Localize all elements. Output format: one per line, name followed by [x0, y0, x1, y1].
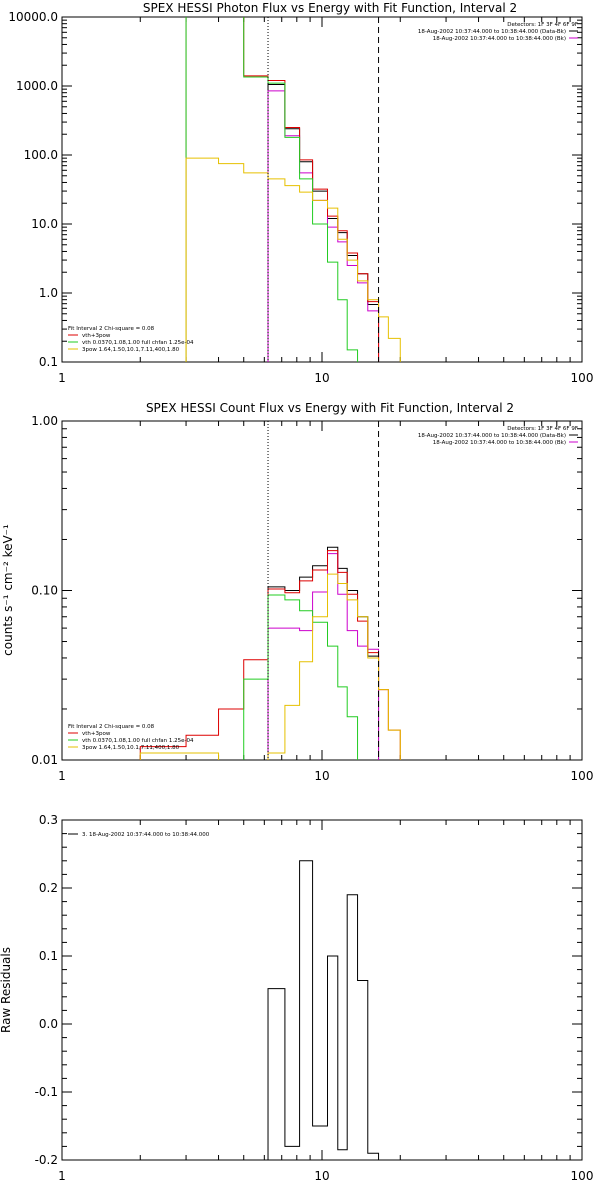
x-tick-label: 1 — [58, 1169, 66, 1183]
detectors-text: Detectors: 1F 3F 4F 6F 9F — [507, 22, 578, 28]
series-3pow — [139, 573, 401, 760]
y-tick-label: -0.1 — [35, 1085, 58, 1099]
y-tick-label: 100.0 — [24, 148, 58, 162]
count-flux-title: SPEX HESSI Count Flux vs Energy with Fit… — [146, 401, 514, 415]
time-interval-text: 18-Aug-2002 10:37:44.000 to 10:38:44.000… — [433, 440, 566, 446]
legend-entry-label: 3. 18-Aug-2002 10:37:44.000 to 10:38:44.… — [82, 832, 210, 838]
series-3-18-aug-2002-10-37-44-000-to-10-38-44-000 — [267, 860, 380, 1160]
series-vth-3pow — [185, 17, 380, 362]
x-tick-label: 1 — [58, 371, 66, 385]
series-vth — [243, 594, 359, 760]
photon-flux-title: SPEX HESSI Photon Flux vs Energy with Fi… — [143, 1, 517, 15]
series-bk — [267, 90, 380, 362]
count-flux-y-axis-label: counts s⁻¹ cm⁻² keV⁻¹ — [1, 524, 15, 656]
panel-2: 1 10 100 0.01 0.10 1.00 Fit Interval 2 Chi-squ… — [31, 414, 594, 783]
legend-entry-label: 3pow 1.64,1.50,10.1,7.11,400,1.80 — [82, 347, 180, 353]
legend-entry-label: vth 0.0370,1.08,1.00 full chfan 1.25e-04 — [82, 738, 194, 744]
x-tick-label: 10 — [314, 1169, 329, 1183]
y-tick-label: 1.0 — [39, 286, 58, 300]
y-tick-label: 10000.0 — [8, 10, 58, 24]
residuals-y-axis-label: Raw Residuals — [0, 947, 13, 1033]
x-tick-label: 10 — [314, 371, 329, 385]
y-tick-label: 0.2 — [39, 881, 58, 895]
series-3pow — [185, 157, 401, 362]
panel-1: 1 10 100 0.1 1.0 10.0 100.0 1000.0 10000.0 Fit In… — [8, 10, 593, 385]
series-vth-3pow — [139, 550, 401, 760]
x-tick-label: 100 — [571, 1169, 594, 1183]
detectors-text: Detectors: 1F 3F 4F 6F 9F — [507, 426, 578, 432]
x-tick-label: 10 — [314, 769, 329, 783]
x-tick-label: 100 — [571, 371, 594, 385]
y-tick-label: -0.2 — [35, 1153, 58, 1167]
fit-info-text: Fit Interval 2 Chi-square = 0.08 — [68, 724, 155, 730]
plot-frame — [61, 819, 583, 1161]
y-tick-label: 0.1 — [39, 949, 58, 963]
y-tick-label: 0.10 — [31, 584, 58, 598]
x-tick-label: 100 — [571, 769, 594, 783]
series-layer — [139, 546, 401, 760]
y-tick-label: 1.00 — [31, 414, 58, 428]
time-interval-text: 18-Aug-2002 10:37:44.000 to 10:38:44.000… — [433, 36, 566, 42]
legend-entry-label: vth+3pow — [82, 333, 111, 339]
legend-entry-label: vth 0.0370,1.08,1.00 full chfan 1.25e-04 — [82, 340, 194, 346]
x-tick-label: 1 — [58, 769, 66, 783]
time-interval-text: 18-Aug-2002 10:37:44.000 to 10:38:44.000… — [418, 433, 566, 439]
series-vth — [185, 17, 359, 362]
legend-entry-label: vth+3pow — [82, 731, 111, 737]
legend-entry-label: 3pow 1.64,1.50,10.1,7.11,400,1.80 — [82, 745, 180, 751]
series-layer — [185, 17, 401, 362]
y-tick-label: 10.0 — [31, 217, 58, 231]
y-tick-label: 0.1 — [39, 355, 58, 369]
plot-frame — [61, 420, 583, 761]
fit-info-text: Fit Interval 2 Chi-square = 0.08 — [68, 326, 155, 332]
y-tick-label: 0.0 — [39, 1017, 58, 1031]
time-interval-text: 18-Aug-2002 10:37:44.000 to 10:38:44.000… — [418, 29, 566, 35]
series-layer — [267, 860, 380, 1160]
y-tick-label: 0.3 — [39, 813, 58, 827]
y-tick-label: 1000.0 — [16, 79, 58, 93]
panel-3: 1 10 100 -0.2 -0.1 0.0 0.1 0.2 0.3 3. 18-Aug-2002… — [35, 813, 594, 1183]
y-tick-label: 0.01 — [31, 753, 58, 767]
